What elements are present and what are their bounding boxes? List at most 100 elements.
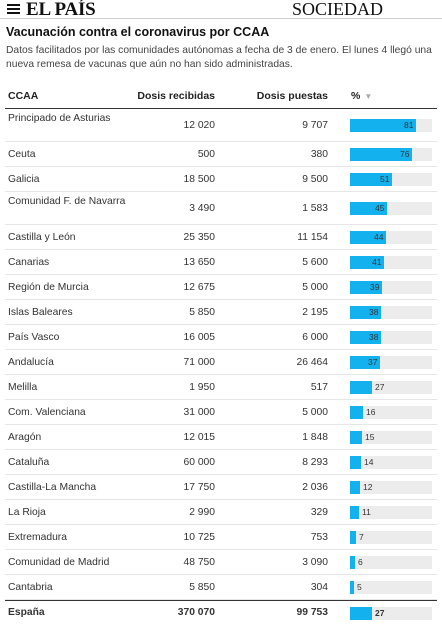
percent-bar-fill [350, 281, 382, 294]
percent-bar-fill [350, 456, 361, 469]
sort-descending-icon[interactable]: ▼ [364, 92, 373, 101]
table-row: Castilla y León 25 350 11 154 44 [5, 225, 437, 250]
ccaa-name: España [8, 607, 45, 618]
table-row: Principado de Asturias 12 020 9 707 81 [5, 109, 437, 142]
dosis-recibidas-value: 12 015 [183, 432, 216, 443]
percent-value: 44 [374, 232, 384, 242]
percent-value: 81 [404, 120, 414, 130]
percent-bar-fill [350, 119, 416, 132]
percent-value: 39 [370, 282, 380, 292]
dosis-recibidas-value: 18 500 [183, 174, 216, 185]
ccaa-name: País Vasco [8, 332, 60, 343]
dosis-recibidas-value: 16 005 [183, 332, 216, 343]
table-row: Extremadura 10 725 753 7 [5, 525, 437, 550]
percent-bar: 12 [350, 481, 432, 494]
percent-bar: 27 [350, 607, 432, 620]
dosis-recibidas-value: 12 020 [183, 120, 216, 131]
table-row: Andalucía 71 000 26 464 37 [5, 350, 437, 375]
ccaa-name: Principado de Asturias [8, 113, 111, 124]
dosis-puestas-value: 26 464 [296, 357, 329, 368]
ccaa-name: Melilla [8, 382, 38, 393]
table-title: Vacunación contra el coronavirus por CCA… [6, 25, 270, 39]
table-row: Com. Valenciana 31 000 5 000 16 [5, 400, 437, 425]
percent-bar: 51 [350, 173, 432, 186]
percent-bar: 37 [350, 356, 432, 369]
percent-bar-fill [350, 406, 363, 419]
dosis-recibidas-value: 12 675 [183, 282, 216, 293]
percent-value: 16 [366, 407, 376, 417]
percent-bar-fill [350, 481, 360, 494]
table-body: Principado de Asturias 12 020 9 707 81 Ceuta… [5, 109, 437, 624]
table-subtitle: Datos facilitados por las comunidades au… [6, 45, 432, 70]
table-row: La Rioja 2 990 329 11 [5, 500, 437, 525]
table-row: Melilla 1 950 517 27 [5, 375, 437, 400]
ccaa-name: Región de Murcia [8, 282, 89, 293]
vaccination-table: CCAA Dosis recibidas Dosis puestas % ▼ Pr… [5, 87, 437, 624]
ccaa-name: La Rioja [8, 507, 46, 518]
percent-value: 14 [364, 457, 374, 467]
percent-bar: 27 [350, 381, 432, 394]
table-row: País Vasco 16 005 6 000 38 [5, 325, 437, 350]
percent-bar: 16 [350, 406, 432, 419]
dosis-recibidas-value: 370 070 [177, 607, 215, 618]
percent-bar: 38 [350, 306, 432, 319]
column-header-dosis-puestas[interactable]: Dosis puestas [256, 90, 328, 102]
percent-value: 12 [363, 482, 373, 492]
table-header: CCAA Dosis recibidas Dosis puestas % ▼ [5, 87, 437, 109]
ccaa-name: Com. Valenciana [8, 407, 86, 418]
percent-bar: 11 [350, 506, 432, 519]
section-title[interactable]: SOCIEDAD [292, 0, 384, 19]
percent-value: 15 [365, 432, 375, 442]
dosis-recibidas-value: 500 [197, 149, 215, 160]
dosis-puestas-value: 5 600 [302, 257, 328, 268]
percent-bar-fill [350, 331, 381, 344]
dosis-recibidas-value: 13 650 [183, 257, 216, 268]
percent-bar: 41 [350, 256, 432, 269]
dosis-recibidas-value: 31 000 [183, 407, 216, 418]
ccaa-name: Aragón [8, 432, 42, 443]
site-logo[interactable]: EL PAÍS [26, 0, 96, 20]
table-row: Ceuta 500 380 76 [5, 142, 437, 167]
percent-bar-fill [350, 607, 372, 620]
percent-bar: 39 [350, 281, 432, 294]
percent-bar-fill [350, 431, 362, 444]
percent-bar: 7 [350, 531, 432, 544]
ccaa-name: Cantabria [8, 582, 53, 593]
column-header-percent[interactable]: % ▼ [351, 90, 372, 102]
table-row: Comunidad F. de Navarra 3 490 1 583 45 [5, 192, 437, 225]
percent-bar-fill [350, 531, 356, 544]
dosis-puestas-value: 9 500 [302, 174, 328, 185]
dosis-puestas-value: 3 090 [302, 557, 328, 568]
table-row: Castilla-La Mancha 17 750 2 036 12 [5, 475, 437, 500]
ccaa-name: Canarias [8, 257, 50, 268]
percent-bar: 6 [350, 556, 432, 569]
percent-bar-fill [350, 506, 359, 519]
dosis-recibidas-value: 3 490 [189, 203, 215, 214]
table-row: Canarias 13 650 5 600 41 [5, 250, 437, 275]
ccaa-name: Islas Baleares [8, 307, 73, 318]
percent-value: 27 [375, 608, 385, 618]
table-row: Región de Murcia 12 675 5 000 39 [5, 275, 437, 300]
dosis-puestas-value: 5 000 [302, 407, 328, 418]
column-header-dosis-recibidas[interactable]: Dosis recibidas [137, 90, 215, 102]
table-row: Islas Baleares 5 850 2 195 38 [5, 300, 437, 325]
dosis-puestas-value: 9 707 [302, 120, 328, 131]
ccaa-name: Galicia [8, 174, 40, 185]
column-header-percent-label: % [351, 90, 361, 102]
percent-value: 41 [372, 257, 382, 267]
dosis-puestas-value: 2 036 [302, 482, 328, 493]
percent-value: 51 [380, 174, 390, 184]
table-row: Galicia 18 500 9 500 51 [5, 167, 437, 192]
percent-bar: 15 [350, 431, 432, 444]
dosis-recibidas-value: 48 750 [183, 557, 216, 568]
dosis-recibidas-value: 60 000 [183, 457, 216, 468]
dosis-recibidas-value: 1 950 [189, 382, 215, 393]
dosis-puestas-value: 8 293 [302, 457, 328, 468]
column-header-ccaa[interactable]: CCAA [8, 90, 39, 102]
percent-value: 38 [369, 307, 379, 317]
ccaa-name: Cataluña [8, 457, 50, 468]
percent-value: 27 [375, 382, 385, 392]
hamburger-menu-icon[interactable] [7, 4, 20, 14]
percent-bar-fill [350, 581, 354, 594]
percent-bar: 44 [350, 231, 432, 244]
